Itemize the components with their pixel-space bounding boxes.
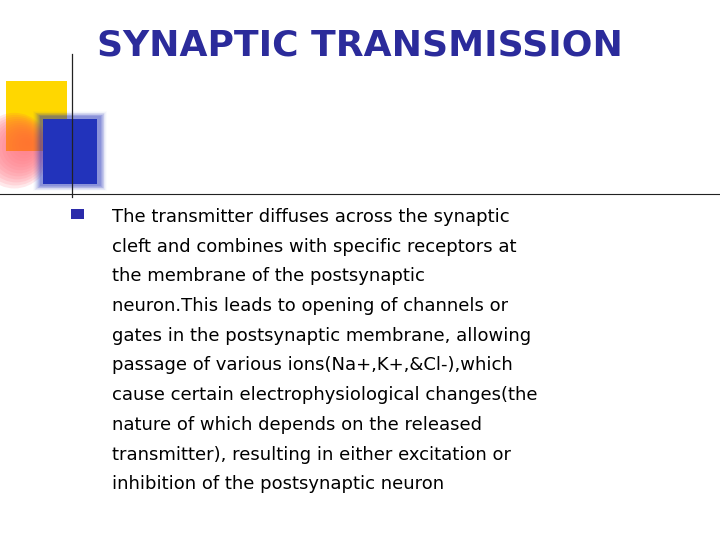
- Text: nature of which depends on the released: nature of which depends on the released: [112, 416, 482, 434]
- Bar: [40, 116, 101, 186]
- Bar: [33, 111, 107, 191]
- Text: SYNAPTIC TRANSMISSION: SYNAPTIC TRANSMISSION: [97, 29, 623, 63]
- Text: the membrane of the postsynaptic: the membrane of the postsynaptic: [112, 267, 425, 285]
- Text: inhibition of the postsynaptic neuron: inhibition of the postsynaptic neuron: [112, 475, 444, 493]
- Bar: [35, 112, 107, 190]
- Text: cause certain electrophysiological changes(the: cause certain electrophysiological chang…: [112, 386, 537, 404]
- Bar: [37, 114, 104, 188]
- Ellipse shape: [0, 113, 50, 188]
- Ellipse shape: [0, 115, 49, 185]
- Text: cleft and combines with specific receptors at: cleft and combines with specific recepto…: [112, 238, 516, 255]
- Ellipse shape: [0, 123, 43, 173]
- Text: gates in the postsynaptic membrane, allowing: gates in the postsynaptic membrane, allo…: [112, 327, 531, 345]
- Ellipse shape: [2, 127, 40, 167]
- Text: neuron.This leads to opening of channels or: neuron.This leads to opening of channels…: [112, 297, 508, 315]
- Text: The transmitter diffuses across the synaptic: The transmitter diffuses across the syna…: [112, 208, 509, 226]
- Bar: [37, 115, 103, 187]
- Text: transmitter), resulting in either excitation or: transmitter), resulting in either excita…: [112, 446, 510, 463]
- Bar: [43, 119, 97, 184]
- Ellipse shape: [5, 129, 39, 164]
- Bar: [39, 116, 102, 187]
- Ellipse shape: [0, 121, 45, 177]
- Bar: [71, 209, 84, 219]
- Text: passage of various ions(Na+,K+,&Cl-),which: passage of various ions(Na+,K+,&Cl-),whi…: [112, 356, 513, 374]
- Bar: [36, 113, 104, 189]
- Ellipse shape: [0, 117, 48, 183]
- Ellipse shape: [0, 125, 42, 170]
- Bar: [6, 81, 67, 151]
- Bar: [35, 113, 105, 190]
- Ellipse shape: [0, 119, 46, 179]
